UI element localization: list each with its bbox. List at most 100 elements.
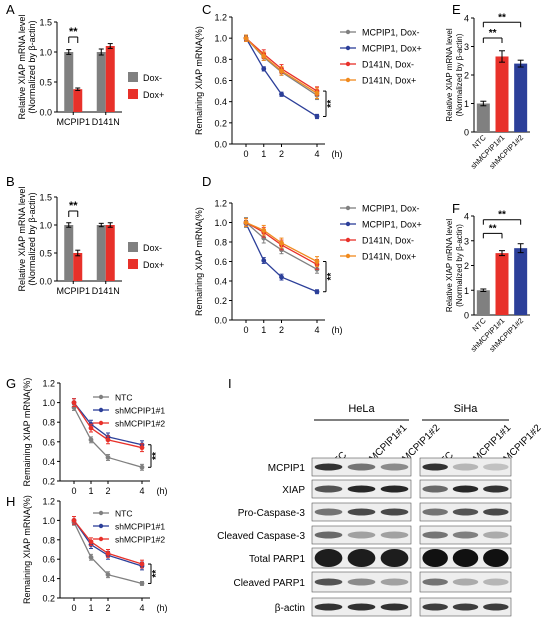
series-line <box>73 402 143 449</box>
blot-band <box>483 531 509 539</box>
legend-label: Dox- <box>143 243 162 253</box>
panel-letter: C <box>202 2 211 17</box>
x-tick-label: D141N <box>92 286 120 296</box>
y-tick-label: 1.5 <box>39 18 52 28</box>
y-axis-label: (Normalized by β-actin) <box>455 33 464 116</box>
x-tick-label: 2 <box>105 603 110 613</box>
blot-band <box>347 463 376 471</box>
data-point <box>279 274 284 280</box>
significance-label: ** <box>326 273 337 281</box>
data-point <box>88 425 94 431</box>
panel-letter: G <box>6 376 16 391</box>
y-axis-label: Remaining XIAP mRNA(%) <box>22 495 32 604</box>
x-tick-label: 0 <box>71 603 76 613</box>
bar <box>64 52 74 112</box>
legend-swatch <box>128 242 138 252</box>
blot-band <box>422 549 448 567</box>
blot-band <box>314 463 343 471</box>
panel-c: C 0.0 0.2 0.4 0.6 0.8 1.0 1.2 Remaining XIAP mRN… <box>194 2 422 159</box>
y-tick-label: 0.8 <box>42 418 55 428</box>
y-tick-label: 1.0 <box>214 34 227 44</box>
panel-letter: F <box>452 201 460 216</box>
bar <box>105 46 115 112</box>
panel-letter: D <box>202 174 211 189</box>
panel-h: H 0.2 0.4 0.6 0.8 1.0 1.2 Remaining XIAP mRNA(%… <box>6 494 168 613</box>
legend-marker <box>98 420 104 426</box>
series-line <box>245 221 318 263</box>
y-tick-label: 0.0 <box>214 316 227 326</box>
blot-band <box>483 463 509 471</box>
bar <box>105 225 115 281</box>
x-tick-label: 0 <box>243 325 248 335</box>
y-tick-label: 3 <box>464 42 469 52</box>
bar <box>73 89 83 112</box>
x-tick-label: MCPIP1 <box>56 117 90 127</box>
data-point <box>105 437 111 443</box>
legend-label: NTC <box>115 393 132 403</box>
data-point <box>314 90 320 96</box>
y-tick-label: 1.5 <box>39 193 52 203</box>
data-point <box>139 581 145 586</box>
y-tick-label: 0.4 <box>42 574 55 584</box>
y-tick-label: 0.2 <box>214 118 227 128</box>
blot-strip <box>419 571 512 593</box>
data-point <box>279 68 284 74</box>
blot-band <box>314 531 343 539</box>
blot-band <box>452 549 479 567</box>
y-tick-label: 1.0 <box>42 398 55 408</box>
data-point <box>314 114 320 119</box>
y-axis-label: (Normalized by β-actin) <box>27 192 37 285</box>
blot-band <box>452 485 479 493</box>
y-tick-label: 1 <box>464 99 469 109</box>
blot-strip <box>311 525 412 545</box>
blot-band <box>347 578 376 586</box>
y-axis-label: Remaining XIAP mRNA(%) <box>194 207 204 316</box>
legend-swatch <box>128 259 138 269</box>
y-tick-label: 1.2 <box>214 13 227 23</box>
bar <box>73 253 83 281</box>
legend-label: D141N, Dox- <box>362 60 414 70</box>
y-tick-label: 1.0 <box>214 218 227 228</box>
y-tick-label: 3 <box>464 236 469 246</box>
x-tick-label: 4 <box>139 603 144 613</box>
y-tick-label: 0.6 <box>42 437 55 447</box>
blot-band <box>452 508 479 516</box>
y-tick-label: 0.4 <box>42 457 55 467</box>
data-point <box>71 518 77 523</box>
y-tick-label: 0.4 <box>214 97 227 107</box>
series-line <box>73 520 143 567</box>
legend-marker <box>345 205 351 211</box>
x-axis-unit: (h) <box>157 603 168 613</box>
x-tick-label: 4 <box>314 325 319 335</box>
x-tick-label: D141N <box>92 117 120 127</box>
bar <box>495 253 509 315</box>
legend-marker <box>345 45 351 51</box>
bar <box>64 225 74 281</box>
panel-e: E 0 1 2 3 4 Relative XIAP mRNA level (Normalize… <box>445 2 530 171</box>
y-tick-label: 4 <box>464 14 469 24</box>
legend-label: D141N, Dox+ <box>362 252 416 262</box>
significance-label: ** <box>498 210 506 221</box>
data-point <box>139 561 145 567</box>
blot-strip <box>311 571 412 593</box>
blot-band <box>483 485 509 493</box>
series-line <box>245 223 318 293</box>
panel-a: A 0.0 0.5 1.0 1.5 Relative XIAP mRNA level (No… <box>6 2 164 127</box>
blot-band <box>452 603 479 611</box>
y-tick-label: 0.2 <box>42 477 55 487</box>
data-point <box>279 240 284 246</box>
data-point <box>88 554 94 560</box>
blot-band <box>483 549 509 567</box>
blot-band <box>347 485 376 493</box>
panel-g: G 0.2 0.4 0.6 0.8 1.0 1.2 Remaining XIAP mRNA(%… <box>6 376 168 496</box>
blot-band <box>380 463 409 471</box>
blot-band <box>483 508 509 516</box>
y-tick-label: 2 <box>464 261 469 271</box>
legend-label: MCPIP1, Dox+ <box>362 220 422 230</box>
y-tick-label: 2 <box>464 71 469 81</box>
blot-band <box>422 485 448 493</box>
significance-label: ** <box>489 28 497 39</box>
legend-marker <box>98 394 104 400</box>
legend-marker <box>345 221 351 227</box>
